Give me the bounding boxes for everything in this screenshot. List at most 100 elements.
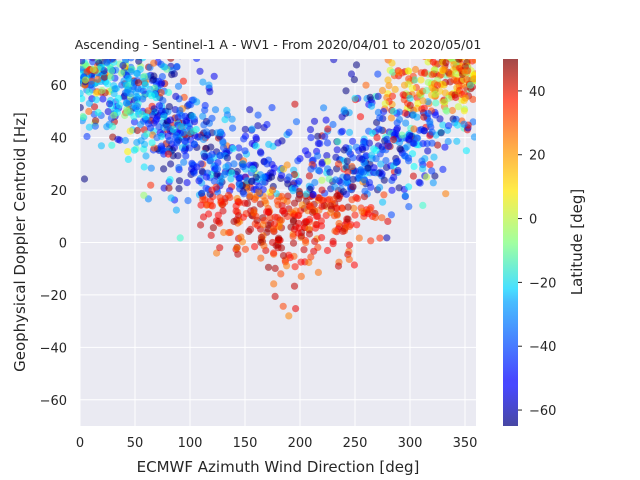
data-point	[195, 177, 203, 185]
y-tick-label: −20	[40, 289, 67, 304]
data-point	[350, 261, 358, 269]
data-point	[260, 242, 268, 250]
data-point	[83, 132, 91, 141]
data-point	[210, 72, 218, 80]
data-point	[273, 197, 281, 205]
data-point	[98, 86, 106, 95]
data-point	[176, 106, 184, 114]
data-point	[353, 195, 362, 203]
data-point	[209, 224, 217, 232]
data-point	[230, 160, 238, 168]
data-point	[371, 213, 379, 221]
data-point	[378, 214, 386, 222]
data-point	[246, 225, 255, 233]
data-point	[351, 94, 359, 102]
data-point	[199, 78, 207, 86]
data-point	[89, 65, 97, 74]
data-point	[241, 125, 249, 133]
data-point	[447, 59, 455, 62]
data-point	[409, 172, 417, 180]
data-point	[314, 139, 322, 147]
data-point	[325, 175, 333, 183]
data-point	[394, 166, 402, 175]
data-point	[291, 100, 299, 108]
data-point	[108, 122, 117, 131]
data-point	[122, 81, 130, 89]
data-point	[183, 179, 191, 187]
data-point	[418, 105, 426, 113]
data-point	[389, 107, 398, 115]
data-point	[362, 152, 370, 160]
data-point	[334, 138, 342, 146]
data-point	[406, 101, 414, 109]
data-point	[343, 157, 351, 165]
data-point	[103, 80, 112, 88]
data-point	[232, 202, 240, 210]
data-point	[310, 247, 318, 255]
data-point	[401, 109, 409, 117]
data-point	[372, 155, 380, 163]
data-point	[247, 177, 256, 185]
data-point	[85, 59, 88, 60]
data-point	[172, 92, 180, 100]
data-point	[134, 79, 142, 87]
colorbar-tick-label: −60	[529, 404, 556, 419]
y-tick-label: 40	[50, 132, 67, 147]
data-point	[167, 59, 175, 62]
data-point	[278, 192, 286, 200]
data-point	[139, 87, 147, 95]
data-point	[419, 140, 427, 148]
data-point	[311, 237, 319, 245]
data-point	[254, 111, 262, 119]
data-point	[229, 145, 237, 153]
data-point	[273, 214, 282, 222]
data-point	[292, 305, 300, 313]
data-point	[175, 164, 183, 172]
data-point	[290, 282, 299, 290]
data-point	[216, 151, 224, 159]
data-point	[89, 59, 97, 66]
data-point	[279, 302, 287, 310]
data-point	[380, 108, 388, 116]
data-point	[389, 68, 397, 76]
data-point	[97, 142, 105, 150]
data-point	[338, 113, 346, 121]
data-point	[305, 258, 313, 267]
data-point	[395, 184, 403, 192]
data-point	[188, 159, 196, 167]
y-axis-ticks: −60 −40 −20 0 20 40 60	[40, 79, 67, 409]
data-point	[80, 175, 89, 183]
colorbar-tick-label: −40	[529, 340, 556, 355]
data-point	[373, 134, 381, 142]
data-point	[453, 137, 461, 145]
data-point	[395, 68, 403, 76]
data-point	[182, 117, 190, 125]
data-point	[133, 92, 141, 101]
data-point	[267, 173, 276, 181]
data-point	[344, 215, 352, 223]
data-point	[317, 217, 325, 225]
data-point	[97, 63, 105, 71]
data-point	[360, 193, 368, 201]
data-point	[198, 167, 206, 175]
data-point	[360, 176, 368, 184]
data-point	[352, 61, 361, 69]
colorbar	[503, 59, 518, 426]
data-point	[321, 133, 329, 141]
colorbar-tick-label: 40	[529, 85, 546, 100]
data-point	[124, 74, 132, 83]
data-point	[85, 99, 93, 107]
data-point	[422, 59, 427, 60]
data-point	[340, 146, 348, 154]
data-point	[380, 176, 388, 184]
data-point	[190, 140, 198, 148]
data-point	[149, 76, 157, 84]
data-point	[329, 120, 337, 129]
data-point	[332, 153, 340, 161]
x-tick-label: 200	[288, 436, 313, 451]
data-point	[469, 95, 476, 103]
data-point	[111, 85, 119, 93]
data-point	[228, 169, 236, 177]
data-point	[165, 136, 173, 145]
